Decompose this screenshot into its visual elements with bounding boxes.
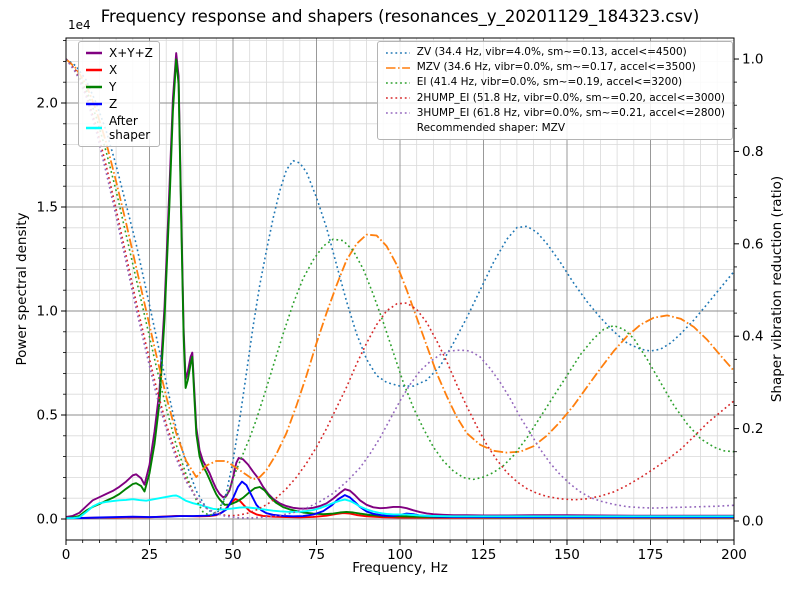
legend-item-label: Z bbox=[109, 97, 118, 111]
x-axis-label: Frequency, Hz bbox=[352, 560, 448, 576]
line-swatch-z bbox=[86, 102, 102, 106]
legend-item: X bbox=[85, 63, 153, 77]
legend-item: EI (41.4 Hz, vibr=0.0%, sm~=0.19, accel<… bbox=[385, 76, 725, 89]
legend-item-label: X bbox=[109, 63, 118, 77]
svg-text:0.2: 0.2 bbox=[742, 421, 763, 437]
legend-item-label: EI (41.4 Hz, vibr=0.0%, sm~=0.19, accel<… bbox=[416, 76, 683, 89]
svg-text:0.4: 0.4 bbox=[742, 329, 763, 345]
svg-text:200: 200 bbox=[721, 547, 747, 563]
line-swatch-3hump-ei bbox=[385, 112, 410, 115]
legend-item-label: After shaper bbox=[109, 114, 151, 142]
legend-item-label: 2HUMP_EI (51.8 Hz, vibr=0.0%, sm~=0.20, … bbox=[416, 91, 725, 104]
legend-item-label: Y bbox=[109, 80, 117, 94]
svg-text:1.5: 1.5 bbox=[37, 199, 58, 215]
legend-item: Z bbox=[85, 97, 153, 111]
legend-item: ZV (34.4 Hz, vibr=4.0%, sm~=0.13, accel<… bbox=[385, 46, 725, 59]
line-swatch-after-shaper bbox=[86, 126, 102, 130]
y-axis-label-right: Shaper vibration reduction (ratio) bbox=[769, 175, 785, 403]
legend-item: 2HUMP_EI (51.8 Hz, vibr=0.0%, sm~=0.20, … bbox=[385, 92, 725, 105]
legend-item: 3HUMP_EI (61.8 Hz, vibr=0.0%, sm~=0.21, … bbox=[385, 107, 725, 120]
recommended-shaper-note: Recommended shaper: MZV bbox=[416, 122, 566, 135]
svg-text:150: 150 bbox=[554, 547, 580, 563]
svg-text:1.0: 1.0 bbox=[742, 52, 763, 68]
legend-item: After shaper bbox=[85, 114, 153, 142]
legend-shapers: ZV (34.4 Hz, vibr=4.0%, sm~=0.13, accel<… bbox=[376, 41, 733, 141]
line-swatch-2hump-ei bbox=[385, 97, 410, 100]
line-swatch-xyz bbox=[86, 51, 102, 55]
line-swatch-y bbox=[86, 85, 102, 89]
svg-text:0.6: 0.6 bbox=[742, 236, 763, 252]
svg-text:2.0: 2.0 bbox=[37, 95, 58, 111]
legend-item: Y bbox=[85, 80, 153, 94]
svg-text:0.0: 0.0 bbox=[742, 514, 763, 530]
chart-title: Frequency response and shapers (resonanc… bbox=[100, 7, 700, 26]
svg-text:50: 50 bbox=[224, 547, 241, 563]
svg-text:75: 75 bbox=[308, 547, 325, 563]
legend-item-label: MZV (34.6 Hz, vibr=0.0%, sm~=0.17, accel… bbox=[416, 61, 696, 74]
legend-item-label: X+Y+Z bbox=[109, 46, 153, 60]
y-axis-offset-label: 1e4 bbox=[68, 18, 91, 32]
line-swatch-zv bbox=[385, 51, 410, 54]
legend-item: MZV (34.6 Hz, vibr=0.0%, sm~=0.17, accel… bbox=[385, 61, 725, 74]
line-swatch-x bbox=[86, 68, 102, 72]
svg-text:100: 100 bbox=[387, 547, 413, 563]
svg-text:25: 25 bbox=[141, 547, 158, 563]
line-swatch-ei bbox=[385, 82, 410, 84]
line-swatch-mzv bbox=[385, 66, 410, 69]
y-axis-label-left: Power spectral density bbox=[14, 212, 30, 366]
legend-psd: X+Y+Z X Y Z After shaper bbox=[78, 41, 160, 147]
svg-text:0.0: 0.0 bbox=[37, 511, 58, 527]
svg-text:175: 175 bbox=[638, 547, 664, 563]
svg-text:0: 0 bbox=[62, 547, 71, 563]
legend-item-label: ZV (34.4 Hz, vibr=4.0%, sm~=0.13, accel<… bbox=[416, 46, 687, 58]
legend-item-label: 3HUMP_EI (61.8 Hz, vibr=0.0%, sm~=0.21, … bbox=[416, 106, 725, 119]
legend-item: X+Y+Z bbox=[85, 46, 153, 60]
svg-text:125: 125 bbox=[471, 547, 497, 563]
svg-text:0.5: 0.5 bbox=[37, 407, 58, 423]
svg-text:1.0: 1.0 bbox=[37, 303, 58, 319]
svg-text:0.8: 0.8 bbox=[742, 144, 763, 160]
